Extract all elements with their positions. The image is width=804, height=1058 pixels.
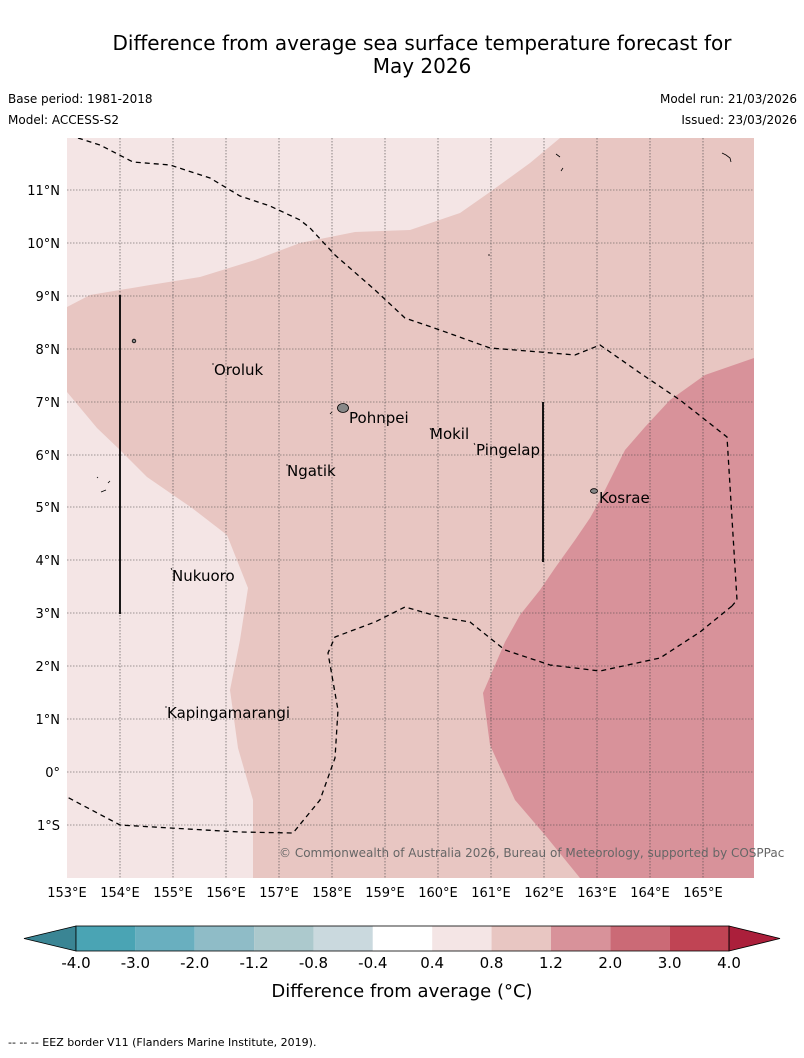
islet-2 (96, 476, 111, 493)
lat-label: 8°N (36, 343, 61, 358)
colorbar-bin (432, 926, 492, 951)
colorbar-tick-label: 4.0 (717, 954, 741, 972)
colorbar-bin (313, 926, 373, 951)
islet-4 (721, 152, 732, 163)
kosrae-island (590, 488, 598, 494)
base-period: Base period: 1981-2018 (8, 92, 153, 106)
colorbar-bin (194, 926, 255, 951)
colorbar-tick-label: 0.8 (480, 954, 504, 972)
place-mokil: Mokil (430, 425, 469, 443)
islet-6 (329, 411, 333, 415)
maritime-boundaries (119, 295, 544, 614)
lat-label: 3°N (36, 607, 61, 622)
colorbar-tick-label: -0.4 (358, 954, 387, 972)
colorbar-tick-label: -2.0 (180, 954, 209, 972)
lat-label: 11°N (27, 184, 60, 199)
title-line-2: May 2026 (372, 54, 472, 78)
place-kapingamarangi: Kapingamarangi (167, 704, 290, 722)
place-nukuoro: Nukuoro (172, 567, 235, 585)
model-name: Model: ACCESS-S2 (8, 113, 120, 127)
colorbar-tick-label: -3.0 (121, 954, 150, 972)
colorbar-bin (372, 926, 433, 951)
lat-label: 7°N (36, 396, 61, 411)
graticule (67, 138, 754, 878)
colorbar-tick-label: 1.2 (539, 954, 563, 972)
place-pohnpei: Pohnpei (349, 409, 409, 427)
model-run: Model run: 21/03/2026 (659, 92, 797, 106)
lat-label: 6°N (36, 449, 61, 464)
lon-label: 165°E (683, 886, 723, 901)
islet-1 (131, 338, 137, 344)
lat-label: 1°N (36, 713, 61, 728)
colorbar-tick-label: 0.4 (420, 954, 444, 972)
lon-label: 161°E (471, 886, 511, 901)
lon-label: 163°E (577, 886, 617, 901)
colorbar-under-arrow (23, 925, 77, 952)
lon-label: 162°E (524, 886, 564, 901)
colorbar-bin (76, 926, 136, 951)
colorbar-tick-label: -1.2 (239, 954, 268, 972)
issued-date: Issued: 23/03/2026 (681, 113, 797, 127)
lon-label: 156°E (206, 886, 246, 901)
lon-label: 153°E (47, 886, 87, 901)
colorbar-boxes (23, 925, 781, 952)
lon-label: 155°E (153, 886, 193, 901)
lat-label: 4°N (36, 554, 61, 569)
colorbar-bin (491, 926, 551, 951)
colorbar-tick-label: -0.8 (299, 954, 328, 972)
colorbar-bin (550, 926, 611, 951)
lat-label: 2°N (36, 660, 61, 675)
islet-7 (165, 363, 476, 708)
chart-title: Difference from average sea surface temp… (40, 32, 804, 78)
colorbar-ticks: -4.0 -3.0 -2.0 -1.2 -0.8 -0.4 0.4 0.8 1.2 2.0 3.0 4… (61, 954, 741, 972)
place-oroluk: Oroluk (214, 361, 263, 379)
eez-border-south (67, 605, 733, 834)
pohnpei-island (337, 403, 349, 413)
colorbar-bin (669, 926, 729, 951)
colorbar-tick-label: 3.0 (658, 954, 682, 972)
place-labels: Oroluk Pohnpei Mokil Pingelap Ngatik Kos… (167, 361, 650, 722)
colorbar-outline (75, 925, 730, 952)
colorbar-bin (135, 926, 195, 951)
lat-label: 10°N (27, 237, 60, 252)
copyright-notice: © Commonwealth of Australia 2026, Bureau… (279, 846, 784, 860)
place-kosrae: Kosrae (599, 489, 650, 507)
lon-label: 159°E (365, 886, 405, 901)
colorbar-bin (610, 926, 670, 951)
lon-label: 154°E (100, 886, 140, 901)
lon-label: 160°E (418, 886, 458, 901)
lat-label: 1°S (37, 819, 60, 834)
lon-label: 164°E (630, 886, 670, 901)
eez-border-north (77, 138, 738, 607)
colorbar-tick-label: 2.0 (598, 954, 622, 972)
lat-label: 5°N (36, 501, 61, 516)
colorbar-tick-label: -4.0 (61, 954, 90, 972)
islet-3 (555, 153, 564, 172)
islands (96, 152, 732, 708)
colorbar-bin (254, 926, 314, 951)
anomaly-field (67, 138, 754, 878)
lon-label: 158°E (312, 886, 352, 901)
footer-legend: -- -- -- EEZ border V11 (Flanders Marine… (8, 1036, 317, 1049)
lat-label: 0° (45, 766, 60, 781)
colorbar-over-arrow (728, 925, 781, 952)
colorbar-label: Difference from average (°C) (271, 981, 532, 1002)
longitude-labels: 153°E 154°E 155°E 156°E 157°E 158°E 159°… (47, 886, 723, 901)
lon-label: 157°E (259, 886, 299, 901)
place-ngatik: Ngatik (287, 462, 336, 480)
title-line-1: Difference from average sea surface temp… (112, 31, 732, 55)
place-pingelap: Pingelap (476, 441, 540, 459)
eez-borders (67, 138, 738, 834)
lat-label: 9°N (36, 290, 61, 305)
latitude-labels: 11°N 10°N 9°N 8°N 7°N 6°N 5°N 4°N 3°N 2°… (27, 184, 60, 834)
anomaly-band-1.2-2.0 (483, 358, 754, 878)
